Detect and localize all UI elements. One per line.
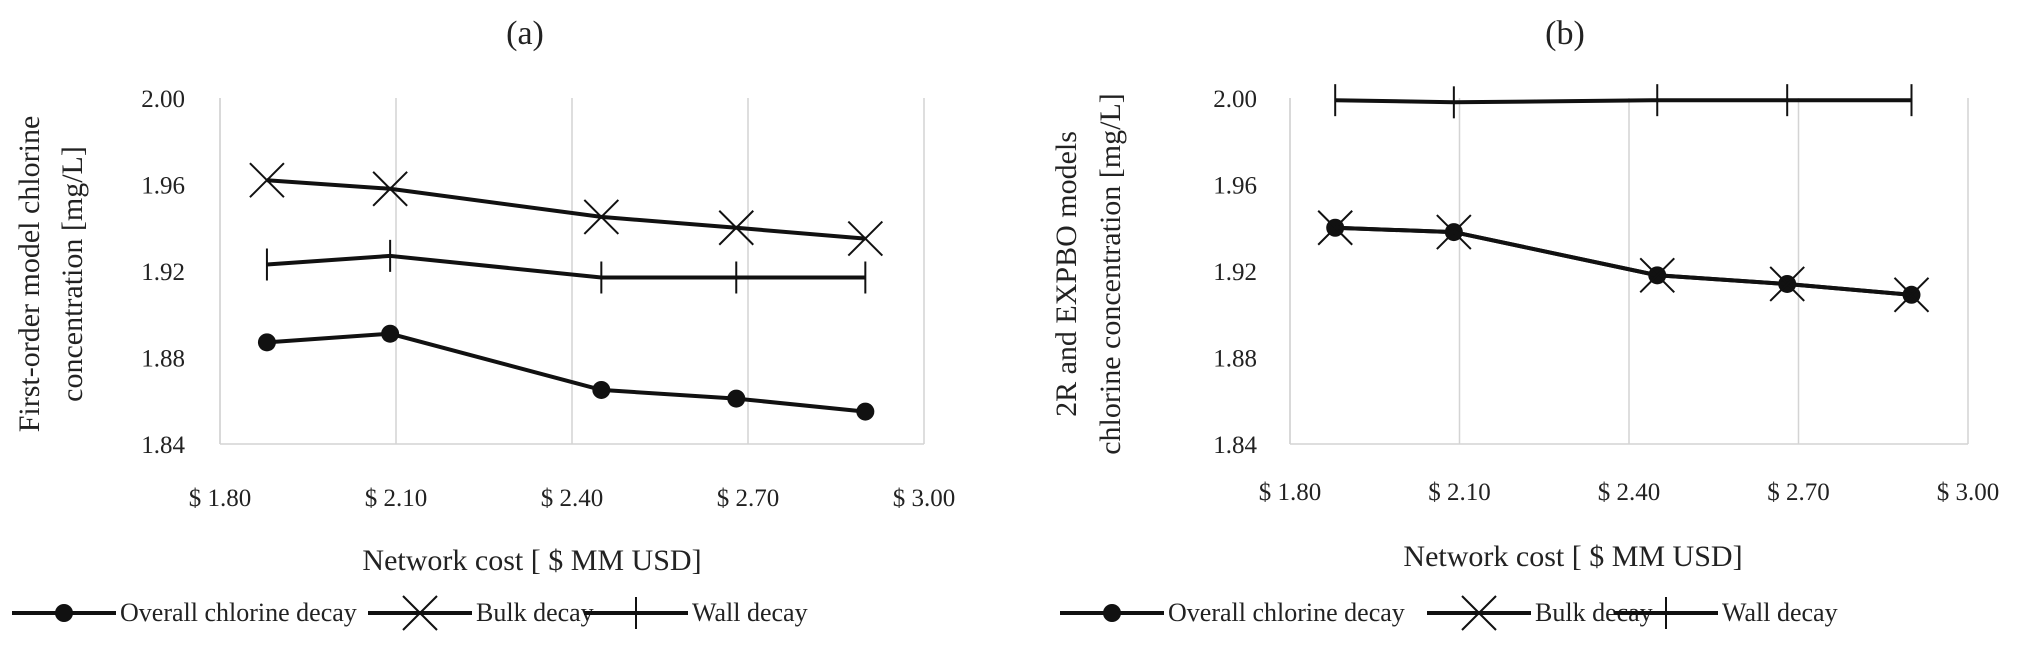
x-tick-label: $ 2.70 (1767, 479, 1830, 506)
panel-title: (a) (506, 15, 544, 52)
x-tick-label: $ 3.00 (893, 485, 956, 512)
legend-marker (402, 595, 438, 631)
data-point-stroke-2 (718, 210, 754, 246)
x-tick-label: $ 2.70 (717, 485, 780, 512)
panel-title: (b) (1545, 15, 1585, 52)
series-line (266, 178, 866, 241)
legend-marker (1103, 604, 1121, 622)
data-point (1436, 214, 1472, 250)
x-tick-label: $ 2.40 (1598, 479, 1661, 506)
data-point (583, 199, 620, 235)
series-line (266, 331, 866, 414)
data-point-shape (592, 380, 611, 399)
data-point-shape (381, 324, 400, 343)
y-axis-title-line: First-order model chlorine (13, 116, 46, 433)
y-tick-label: 1.92 (1213, 259, 1257, 286)
data-point-stroke-2 (372, 171, 408, 207)
series-plus (1334, 84, 1913, 119)
x-tick-label: $ 1.80 (1259, 479, 1322, 506)
data-point (856, 402, 875, 421)
data-point-stroke-2 (1893, 277, 1930, 313)
data-point-stroke-2 (847, 220, 884, 257)
data-point-shape (856, 402, 875, 421)
data-point-stroke-2 (1639, 257, 1675, 294)
data-point (249, 162, 285, 198)
y-tick-label: 1.92 (141, 259, 185, 286)
legend-label: Overall chlorine decay (1168, 598, 1405, 627)
data-point (847, 220, 884, 257)
y-tick-label: 1.88 (141, 346, 185, 373)
series-line (1335, 225, 1912, 297)
data-point-stroke-2 (583, 199, 620, 235)
legend-label: Wall decay (1722, 598, 1838, 627)
series-line (1335, 225, 1912, 297)
y-tick-label: 2.00 (1213, 86, 1257, 113)
x-tick-label: $ 2.10 (1428, 479, 1491, 506)
series-line (1335, 98, 1912, 105)
series-line (266, 253, 866, 280)
y-tick-label: 2.00 (141, 86, 185, 113)
legend-label: Bulk decay (476, 598, 594, 627)
series-dot (257, 324, 875, 421)
series-x (1317, 210, 1930, 313)
x-tick-label: $ 1.80 (189, 485, 252, 512)
legend-marker-stroke-2 (402, 595, 438, 631)
legend-item: Bulk decay (1427, 595, 1653, 631)
data-point-shape (257, 333, 276, 352)
x-tick-label: $ 2.10 (365, 485, 428, 512)
y-axis-title-line: concentration [mg/L] (56, 146, 89, 402)
legend-marker-stroke-2 (1461, 595, 1497, 631)
x-tick-label: $ 3.00 (1937, 479, 2000, 506)
legend-label: Wall decay (692, 598, 808, 627)
x-axis-title: Network cost [ $ MM USD] (1403, 540, 1742, 573)
y-tick-label: 1.96 (1213, 173, 1257, 200)
legend-item: Overall chlorine decay (1060, 598, 1405, 627)
legend-item: Wall decay (584, 597, 808, 629)
data-point (1317, 210, 1353, 246)
y-tick-label: 1.84 (141, 432, 185, 459)
y-tick-label: 1.96 (141, 173, 185, 200)
data-point (1639, 257, 1675, 294)
data-point (592, 380, 611, 399)
legend-item: Bulk decay (368, 595, 594, 631)
data-point-shape (727, 389, 746, 408)
data-point (257, 333, 276, 352)
data-point-stroke-2 (1436, 214, 1472, 250)
legend-marker (55, 604, 73, 622)
x-tick-label: $ 2.40 (541, 485, 604, 512)
legend-item: Overall chlorine decay (12, 598, 357, 627)
data-point (727, 389, 746, 408)
data-point-stroke-2 (249, 162, 285, 198)
y-tick-label: 1.88 (1213, 346, 1257, 373)
series-plus (265, 239, 867, 294)
legend-item: Wall decay (1614, 597, 1838, 629)
y-tick-label: 1.84 (1213, 432, 1257, 459)
y-axis-title-line: 2R and EXPBO models (1050, 131, 1083, 417)
data-point-stroke-2 (1317, 210, 1353, 246)
data-point-stroke-2 (1769, 266, 1805, 302)
series-x (249, 162, 884, 257)
data-point (381, 324, 400, 343)
data-point (1769, 266, 1805, 302)
panel-b: (b) 1.84 1.88 1.92 1.96 2.00 $ 1.80 $ 2.10 $ 2.4… (1050, 15, 2000, 631)
x-axis-title: Network cost [ $ MM USD] (362, 544, 701, 577)
y-axis-title-line: chlorine concentration [mg/L] (1094, 93, 1127, 455)
data-point (372, 171, 408, 207)
data-point (1893, 277, 1930, 313)
legend-marker (1461, 595, 1497, 631)
panel-a: (a) 1.84 1.88 1.92 1.96 2.00 $ 1.80 $ 2.10 $ 2.4… (12, 15, 956, 631)
data-point (718, 210, 754, 246)
legend-label: Overall chlorine decay (120, 598, 357, 627)
legend-marker-shape (1103, 604, 1121, 622)
legend-marker-shape (55, 604, 73, 622)
